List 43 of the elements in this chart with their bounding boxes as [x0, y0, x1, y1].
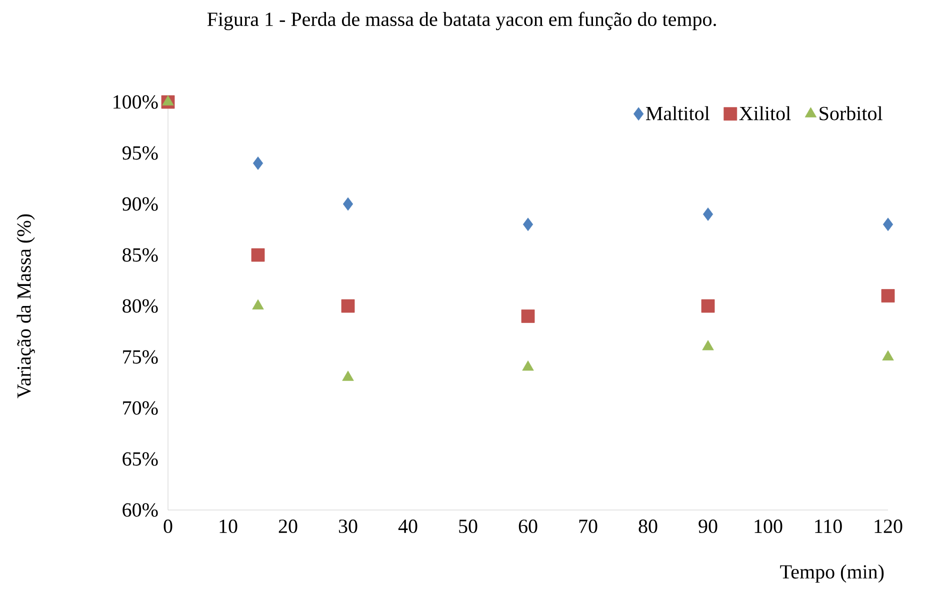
- point: [882, 350, 894, 360]
- point: [252, 299, 264, 310]
- y-tick-label: 65%: [122, 452, 158, 466]
- y-tick-label: 80%: [122, 299, 158, 313]
- y-tick-label: 60%: [122, 503, 158, 517]
- point: [341, 299, 355, 313]
- x-axis-title: Tempo (min): [780, 564, 884, 583]
- x-tick-label: 40: [398, 520, 418, 534]
- point: [702, 208, 714, 221]
- x-tick-label: 20: [278, 520, 298, 534]
- y-tick-label: 75%: [123, 350, 158, 364]
- chart-title: Figura 1 - Perda de massa de batata yacon em função do tempo.: [207, 12, 716, 30]
- y-tick-label: 90%: [122, 197, 158, 211]
- y-tick-label: 100%: [114, 95, 158, 109]
- legend-label: Sorbitol: [820, 106, 882, 120]
- point: [522, 218, 534, 232]
- legend-label: Xilitol: [739, 106, 791, 120]
- point: [882, 218, 894, 232]
- y-tick-label: 85%: [122, 248, 158, 262]
- point: [342, 370, 354, 381]
- x-tick-label: 10: [220, 520, 238, 534]
- x-tick-label: 50: [459, 520, 478, 534]
- x-tick-label: 80: [638, 520, 658, 534]
- point: [522, 360, 534, 371]
- x-tick-label: 60: [518, 520, 538, 534]
- x-tick-label: 30: [338, 520, 358, 534]
- x-tick-label: 120: [874, 520, 902, 534]
- point: [252, 156, 264, 170]
- point: [521, 309, 535, 323]
- point: [251, 248, 265, 262]
- y-tick-label: 95%: [122, 146, 158, 160]
- y-tick-label: 70%: [123, 401, 158, 415]
- point: [342, 197, 354, 211]
- x-tick-label: 0: [164, 520, 172, 534]
- point: [702, 340, 714, 350]
- point: [701, 299, 715, 313]
- x-tick-label: 110: [815, 520, 842, 534]
- y-axis-title: Variação da Massa (%): [16, 214, 35, 398]
- x-tick-label: 70: [579, 520, 598, 534]
- legend-label: Maltitol: [646, 106, 710, 120]
- x-tick-label: 100: [754, 520, 782, 534]
- x-tick-label: 90: [698, 520, 718, 534]
- point: [881, 289, 895, 302]
